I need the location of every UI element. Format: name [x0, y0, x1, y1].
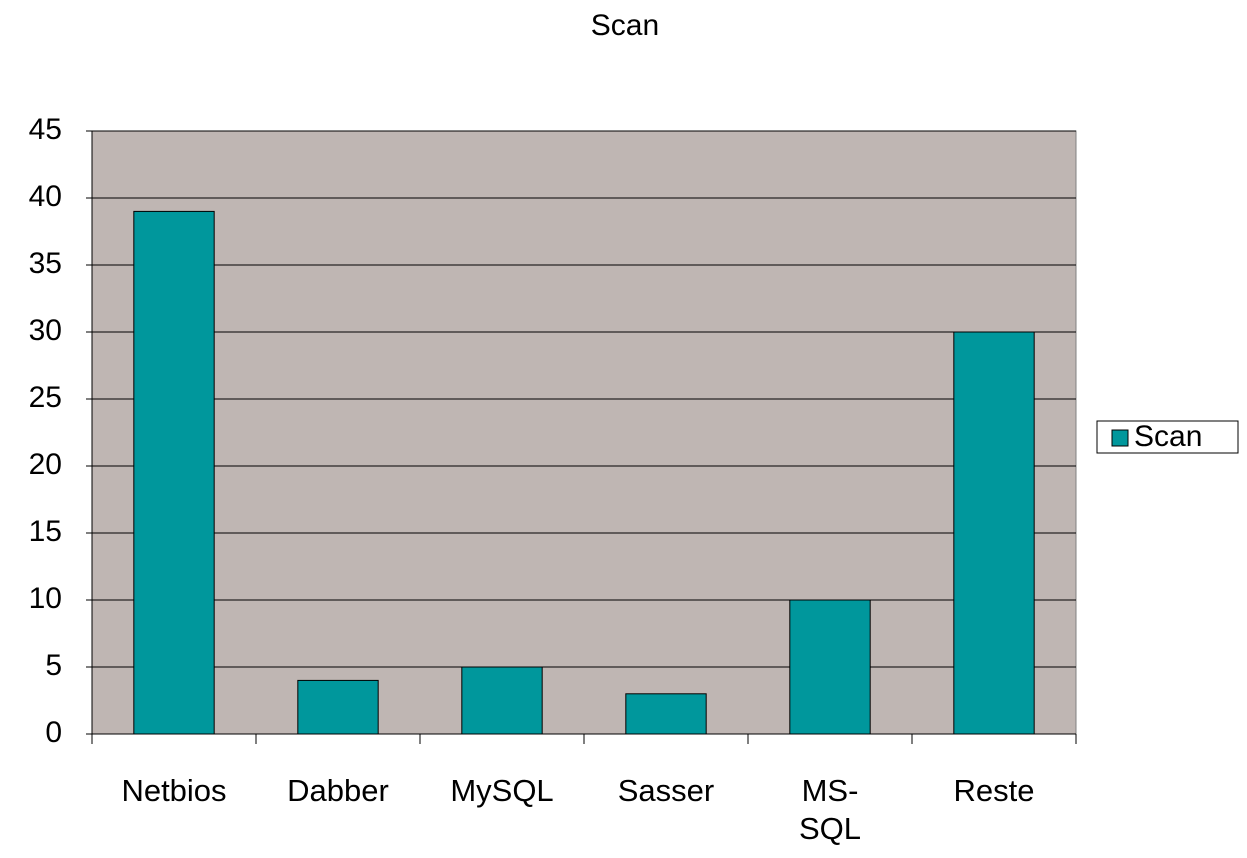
x-tick-label: Sasser: [584, 772, 748, 810]
y-tick-label: 5: [45, 649, 62, 682]
bar: [953, 331, 1035, 735]
y-tick-label: 10: [29, 582, 62, 615]
plot-area: [91, 130, 1077, 735]
bar: [133, 210, 215, 735]
x-tick-text: Sasser: [617, 773, 715, 808]
bar: [625, 693, 707, 735]
y-tick-label: 20: [29, 448, 62, 481]
bar: [461, 666, 543, 735]
y-tick-label: 30: [29, 314, 62, 347]
y-tick-label: 25: [29, 381, 62, 414]
x-tick-text: Netbios: [121, 773, 227, 808]
y-tick-label: 15: [29, 515, 62, 548]
bar: [789, 599, 871, 735]
y-tick-label: 35: [29, 247, 62, 280]
legend-swatch: [1111, 429, 1129, 447]
x-tick-label: Netbios: [92, 772, 256, 810]
y-tick-label: 45: [29, 113, 62, 146]
x-tick-text: Dabber: [287, 773, 389, 808]
x-tick-text: MS-SQL: [798, 773, 862, 846]
chart-title: Scan: [591, 9, 659, 42]
x-tick-label: Reste: [912, 772, 1076, 810]
x-tick-text: MySQL: [450, 773, 554, 808]
bar: [297, 679, 379, 735]
y-tick-label: 40: [29, 180, 62, 213]
legend-label: Scan: [1134, 420, 1202, 453]
x-tick-text: Reste: [953, 773, 1035, 808]
y-tick-label: 0: [45, 716, 62, 749]
x-tick-label: Dabber: [256, 772, 420, 810]
x-tick-label: MS-SQL: [748, 772, 912, 848]
x-tick-label: MySQL: [420, 772, 584, 810]
